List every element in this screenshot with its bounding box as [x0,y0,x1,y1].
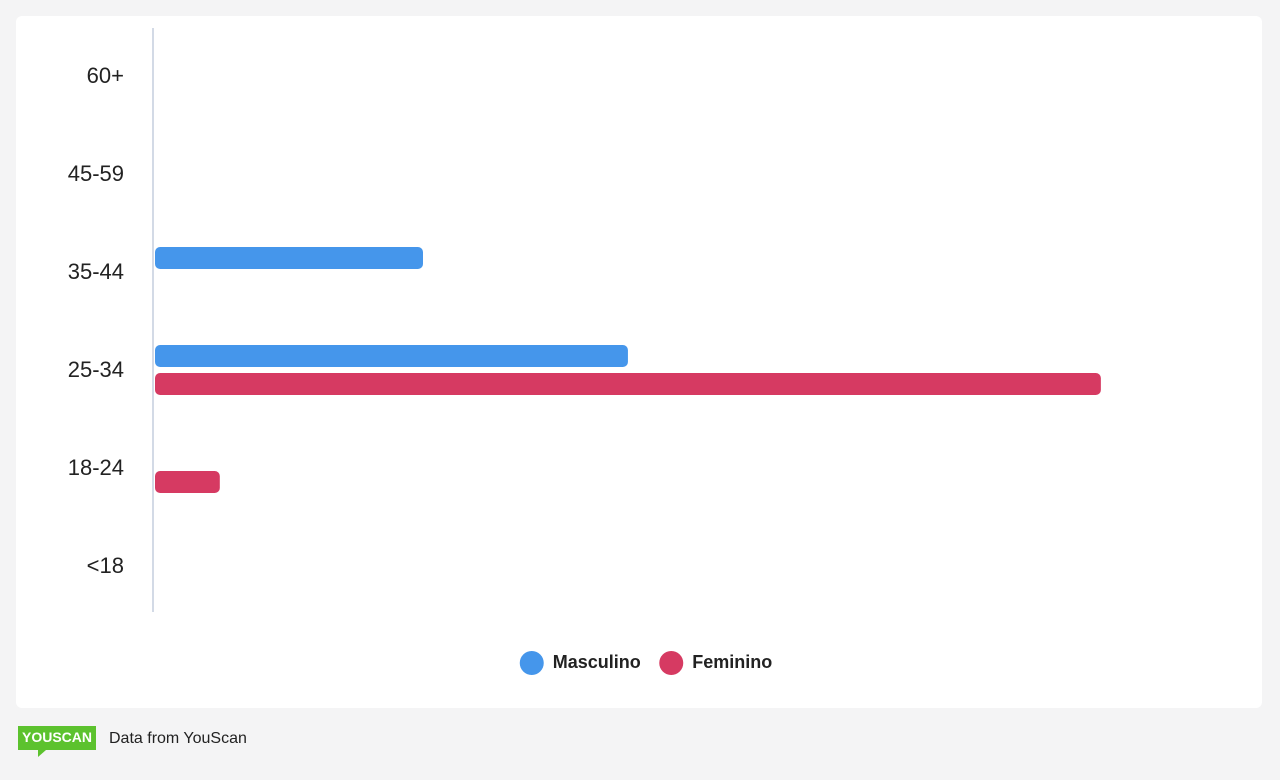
legend-marker [519,651,544,675]
y-tick-label: <18 [87,553,124,578]
y-tick-label: 35-44 [68,259,124,284]
y-tick-label: 60+ [87,63,124,88]
legend-label: Feminino [692,652,772,672]
y-tick-label: 45-59 [68,161,124,186]
footer-text: Data from YouScan [109,730,247,747]
logo-badge [18,726,96,750]
y-tick-label: 18-24 [68,455,124,480]
bar [155,471,220,493]
card [16,16,1262,708]
bar [155,345,628,367]
logo-text: YOUSCAN [22,729,92,745]
bar [155,373,1101,395]
logo-tail [38,750,46,757]
bar [155,247,423,269]
legend-label: Masculino [553,652,641,672]
legend-marker [659,651,684,675]
y-tick-label: 25-34 [68,357,124,382]
